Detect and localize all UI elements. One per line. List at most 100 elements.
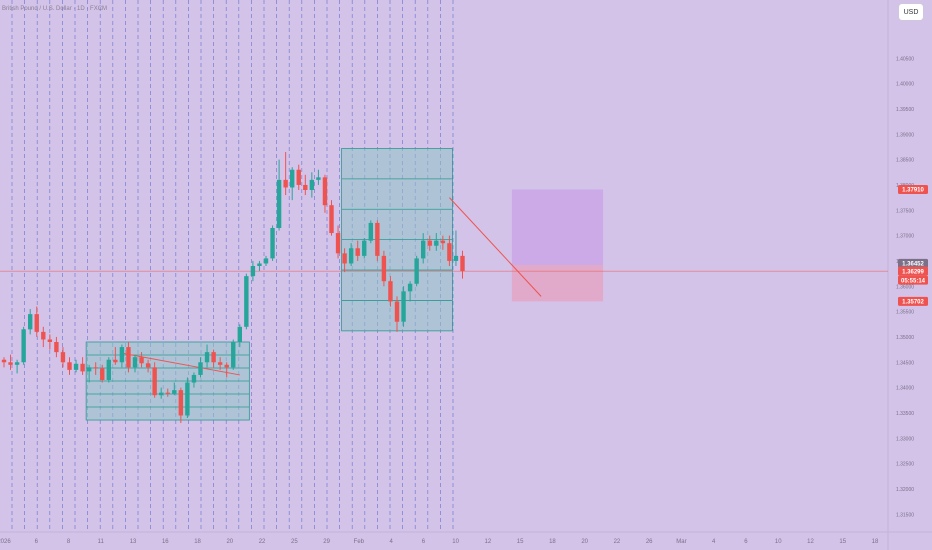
time-axis-tick-label: 10 <box>775 539 782 545</box>
candle-body[interactable] <box>126 347 131 368</box>
candle-body[interactable] <box>460 255 465 272</box>
time-axis-tick-label: 16 <box>162 539 169 545</box>
candle-body[interactable] <box>54 342 59 353</box>
candle-body[interactable] <box>270 228 275 259</box>
candle-body[interactable] <box>381 255 387 282</box>
currency-button[interactable]: USD <box>898 3 924 21</box>
candle-body[interactable] <box>329 205 334 234</box>
candle-body[interactable] <box>8 362 13 365</box>
price-axis-tick-label: 1.32500 <box>896 462 914 468</box>
candle-body[interactable] <box>139 357 144 364</box>
candle-body[interactable] <box>309 179 315 190</box>
candle-body[interactable] <box>250 266 256 277</box>
price-badge-label: 1.37910 <box>902 188 924 194</box>
candle-body[interactable] <box>407 283 413 292</box>
candle-body[interactable] <box>237 326 242 342</box>
candle-body[interactable] <box>434 240 439 246</box>
candle-body[interactable] <box>41 331 46 340</box>
candle-body[interactable] <box>322 177 328 206</box>
price-badge-label: 1.36452 <box>902 262 924 268</box>
candle-body[interactable] <box>113 359 118 363</box>
candle-body[interactable] <box>198 362 203 375</box>
candle-body[interactable] <box>394 301 400 322</box>
candle-body[interactable] <box>106 359 111 380</box>
candle-body[interactable] <box>21 329 26 363</box>
candle-body[interactable] <box>185 382 190 416</box>
candle-body[interactable] <box>132 357 138 368</box>
price-axis-tick-label: 1.37500 <box>896 208 914 214</box>
candle-body[interactable] <box>257 263 262 266</box>
candle-body[interactable] <box>388 281 393 302</box>
candle-body[interactable] <box>440 240 446 244</box>
price-badge-bg <box>898 184 928 194</box>
candle-body[interactable] <box>211 352 216 363</box>
price-badge-label: 1.35702 <box>902 300 924 306</box>
candle-body[interactable] <box>276 179 282 228</box>
candle-body[interactable] <box>368 222 373 241</box>
candle-body[interactable] <box>1 359 7 363</box>
candle-body[interactable] <box>145 363 151 368</box>
price-badge-bg <box>898 258 928 268</box>
target-zone[interactable] <box>511 189 604 265</box>
candle-body[interactable] <box>165 392 170 394</box>
candle-body[interactable] <box>159 392 164 396</box>
candle-body[interactable] <box>191 374 197 383</box>
candle-body[interactable] <box>100 368 105 380</box>
candle-body[interactable] <box>86 367 92 372</box>
candle-body[interactable] <box>421 240 426 259</box>
time-axis-tick-label: 11 <box>98 539 105 545</box>
time-axis-tick-label: 2026 <box>0 539 11 545</box>
candle-body[interactable] <box>342 253 347 264</box>
candle-body[interactable] <box>152 367 157 396</box>
time-axis-tick-label: 18 <box>872 539 879 545</box>
candle-body[interactable] <box>263 258 269 264</box>
price-axis-tick-label: 1.35500 <box>896 310 914 316</box>
candle-body[interactable] <box>73 363 79 370</box>
price-badge: 1.36299 <box>898 266 928 276</box>
candle-body[interactable] <box>178 390 184 416</box>
candle-body[interactable] <box>60 352 66 363</box>
candle-body[interactable] <box>34 314 39 332</box>
candle-body[interactable] <box>28 314 33 330</box>
candle-body[interactable] <box>316 177 321 180</box>
time-axis-tick-label: 22 <box>614 539 621 545</box>
candle-body[interactable] <box>362 240 367 256</box>
candle-body[interactable] <box>67 362 72 370</box>
candle-body[interactable] <box>290 169 295 188</box>
price-badge: 05:55:14 <box>898 275 928 285</box>
time-axis-tick-label: 25 <box>291 539 298 545</box>
price-axis-tick-label: 1.36000 <box>896 284 914 290</box>
candle-body[interactable] <box>204 352 210 363</box>
candle-body[interactable] <box>231 342 236 368</box>
price-badge-bg <box>898 266 928 276</box>
candle-body[interactable] <box>244 276 249 327</box>
candle-body[interactable] <box>348 248 354 264</box>
time-axis-tick-label: 6 <box>35 539 39 545</box>
candle-body[interactable] <box>355 248 360 256</box>
candle-body[interactable] <box>217 362 223 365</box>
candle-body[interactable] <box>453 255 459 261</box>
time-axis-tick-label: 29 <box>323 539 330 545</box>
candle-body[interactable] <box>47 339 53 342</box>
candle-body[interactable] <box>296 169 301 185</box>
stop-zone[interactable] <box>511 264 604 302</box>
candle-body[interactable] <box>427 240 432 246</box>
candle-body[interactable] <box>401 291 406 322</box>
candle-body[interactable] <box>375 222 380 256</box>
candle-body[interactable] <box>414 258 419 284</box>
candle-body[interactable] <box>172 390 177 394</box>
time-axis-tick-label: 18 <box>194 539 201 545</box>
candle-body[interactable] <box>447 243 452 261</box>
price-badge: 1.35702 <box>898 296 928 306</box>
candle-body[interactable] <box>14 362 20 365</box>
candle-body[interactable] <box>283 179 288 188</box>
price-axis-tick-label: 1.31500 <box>896 512 914 518</box>
candle-body[interactable] <box>80 363 85 372</box>
candle-body[interactable] <box>93 367 98 369</box>
trend-line[interactable] <box>449 197 542 297</box>
candle-body[interactable] <box>224 364 229 368</box>
candle-body[interactable] <box>335 233 341 254</box>
candle-body[interactable] <box>303 184 308 190</box>
candle-body[interactable] <box>119 347 125 363</box>
